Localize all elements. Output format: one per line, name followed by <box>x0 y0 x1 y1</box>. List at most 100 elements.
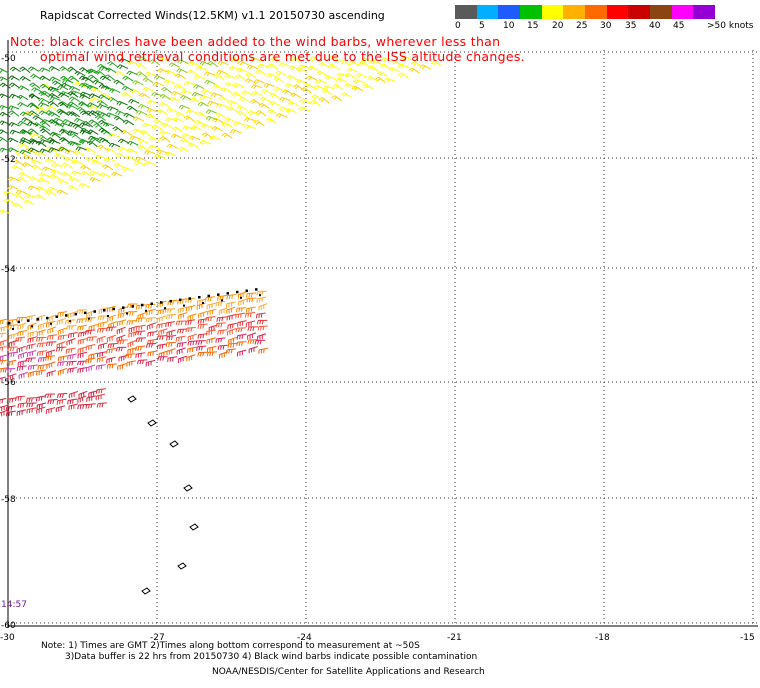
wind-barb <box>117 312 128 319</box>
wind-barb <box>73 150 85 157</box>
contamination-dot <box>150 302 153 305</box>
wind-barb <box>161 86 173 94</box>
wind-barb <box>336 72 348 78</box>
contamination-dot <box>198 296 201 299</box>
wind-barb <box>44 158 57 164</box>
wind-barb <box>196 345 207 351</box>
wind-barb <box>126 148 138 154</box>
wind-barb <box>286 74 298 81</box>
wind-barb <box>135 156 147 162</box>
wind-barb <box>73 117 86 123</box>
contamination-dot <box>36 318 39 321</box>
wind-barb <box>206 302 217 310</box>
wind-barb <box>16 345 26 354</box>
wind-barb <box>400 55 413 61</box>
wind-barb <box>31 87 43 93</box>
wind-barb <box>18 371 28 380</box>
wind-barb <box>19 139 31 145</box>
wind-barb <box>98 119 110 127</box>
wind-barb <box>75 146 87 152</box>
wind-barb <box>175 320 187 326</box>
wind-barb <box>132 128 144 134</box>
wind-barb <box>217 294 228 301</box>
wind-barb <box>80 165 92 171</box>
wind-barb <box>96 356 107 363</box>
contamination-dot <box>74 312 77 316</box>
wind-barb <box>69 141 81 147</box>
wind-barb <box>126 360 136 367</box>
wind-barb <box>258 347 269 354</box>
wind-barb <box>243 124 256 130</box>
wind-barb <box>70 170 83 176</box>
lat-label: -60 <box>1 621 16 631</box>
wind-barb <box>47 186 59 192</box>
wind-barb <box>113 162 125 169</box>
wind-barb <box>237 291 247 299</box>
contamination-dot <box>88 317 90 320</box>
wind-barb <box>121 92 133 99</box>
wind-barb <box>74 70 86 77</box>
wind-barb <box>145 359 156 367</box>
wind-barb <box>27 370 38 378</box>
wind-barb <box>153 75 166 80</box>
wind-barb <box>273 86 285 92</box>
wind-barb <box>8 122 20 127</box>
wind-barb <box>47 86 60 92</box>
wind-barb <box>193 120 206 126</box>
wind-barb <box>180 138 192 145</box>
wind-barb <box>117 339 128 345</box>
wind-barb <box>199 139 212 145</box>
wind-barb <box>307 65 319 72</box>
colorbar-swatch <box>606 5 629 19</box>
lon-label: -27 <box>150 633 165 643</box>
wind-barb <box>136 71 148 78</box>
wind-barb <box>376 71 388 77</box>
wind-barb <box>180 94 192 101</box>
wind-barb <box>78 75 91 81</box>
contamination-dot <box>69 320 71 323</box>
wind-barb <box>26 407 37 414</box>
wind-barb <box>0 397 7 404</box>
wind-barb <box>35 336 47 342</box>
wind-barb <box>164 308 176 313</box>
wind-barb <box>221 121 233 128</box>
wind-barb <box>267 109 279 116</box>
wind-barb <box>48 147 60 153</box>
wind-barb <box>8 82 21 89</box>
wind-barb <box>56 398 67 405</box>
wind-barb <box>353 79 365 84</box>
wind-barb <box>250 99 262 106</box>
wind-barb <box>36 342 48 348</box>
wind-barb <box>331 95 343 102</box>
wind-barb <box>2 190 15 196</box>
wind-barb <box>293 84 305 91</box>
wind-barb <box>6 397 17 404</box>
wind-barb <box>132 116 145 122</box>
wind-barb <box>106 334 116 343</box>
wind-barb <box>174 73 186 80</box>
wind-barb <box>236 341 247 347</box>
colorbar-swatch <box>498 5 521 19</box>
colorbar-swatch <box>628 5 651 19</box>
colorbar-swatch <box>541 5 564 19</box>
contamination-barbs <box>8 288 261 595</box>
wind-barb <box>89 176 101 182</box>
wind-barb <box>135 324 146 331</box>
wind-barb <box>116 326 126 335</box>
wind-barb <box>107 106 119 111</box>
wind-barb <box>257 63 270 69</box>
wind-barb <box>175 335 186 342</box>
wind-barb <box>144 71 157 77</box>
wind-barb <box>49 76 61 82</box>
wind-barb <box>181 133 194 139</box>
wind-barb <box>0 129 10 135</box>
wind-barb <box>151 124 163 131</box>
wind-barb <box>71 159 84 165</box>
wind-barb <box>36 395 46 402</box>
wind-barb <box>197 351 208 357</box>
wind-barb <box>204 71 216 77</box>
wind-barb <box>148 136 160 142</box>
wind-barb <box>88 119 100 126</box>
wind-barb <box>253 120 265 127</box>
wind-barb <box>23 154 35 162</box>
